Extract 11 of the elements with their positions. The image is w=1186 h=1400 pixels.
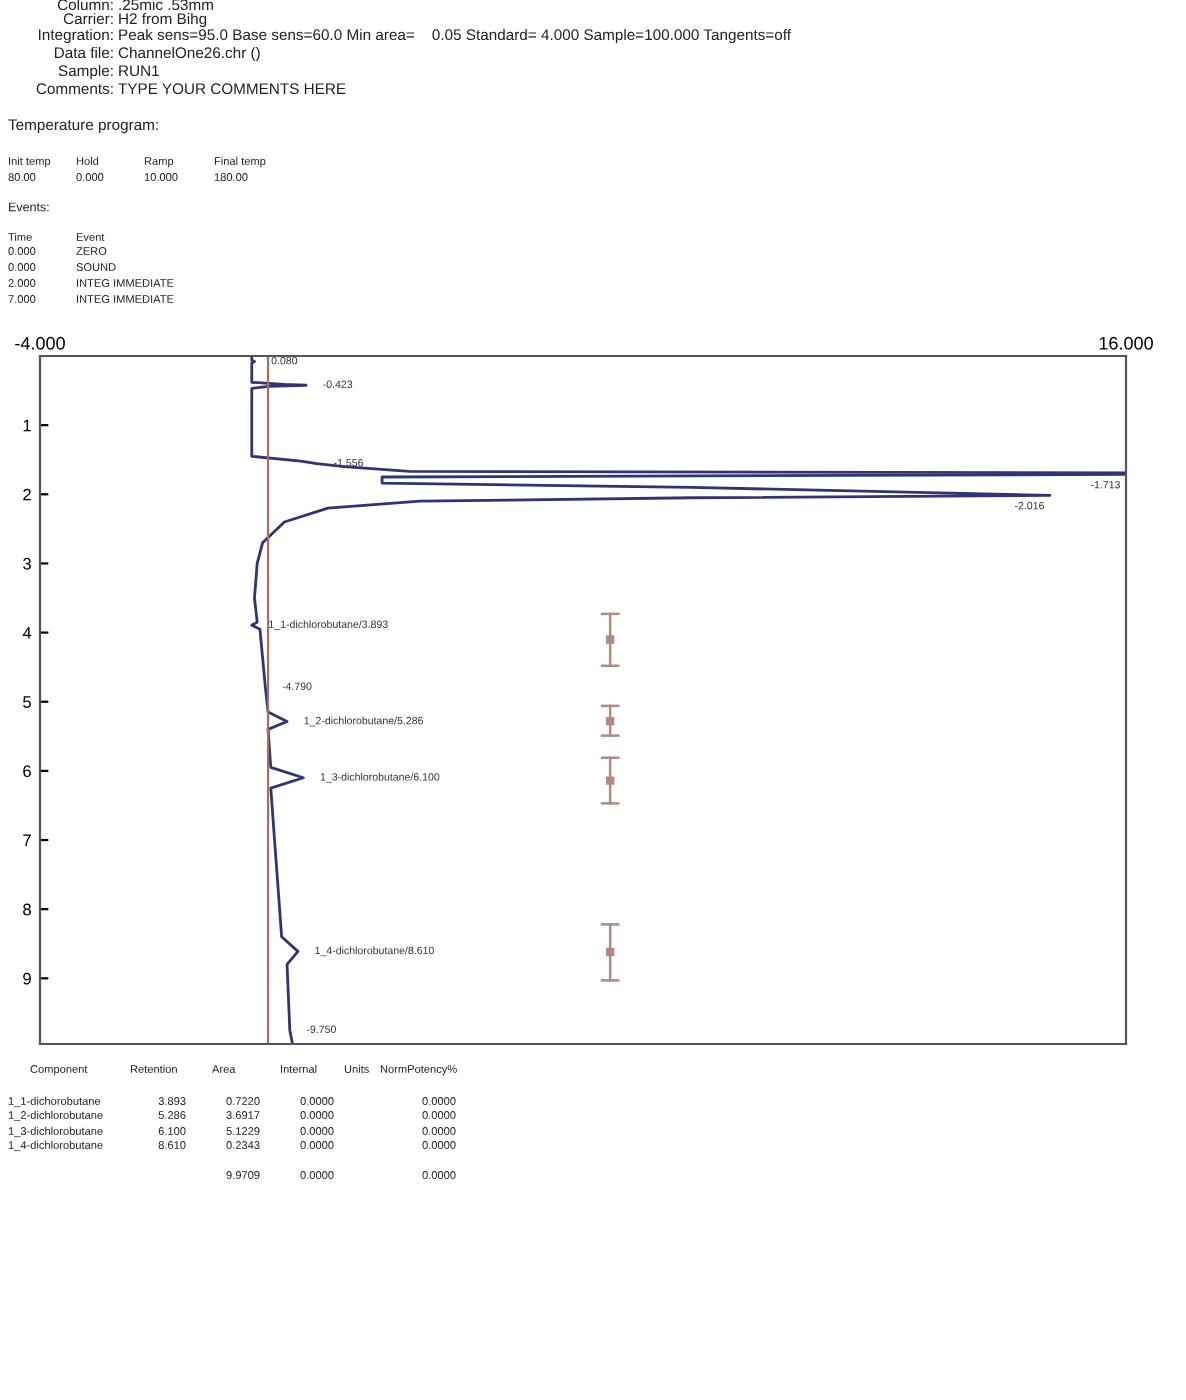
y-tick-label: 8 (23, 903, 31, 916)
y-tick-label: 3 (23, 557, 31, 570)
y-tick-label: 7 (23, 834, 31, 847)
y-tick-label: 6 (23, 765, 31, 778)
y-tick-label: 5 (23, 696, 31, 708)
y-tick-label: 9 (23, 972, 31, 985)
x-tick-label: -4.000 (15, 336, 65, 350)
x-tick-label: 16.000 (1099, 336, 1153, 350)
y-tick-label: 2 (23, 488, 31, 501)
y-tick-label: 1 (23, 419, 31, 432)
y-tick-label: 4 (22, 627, 32, 639)
